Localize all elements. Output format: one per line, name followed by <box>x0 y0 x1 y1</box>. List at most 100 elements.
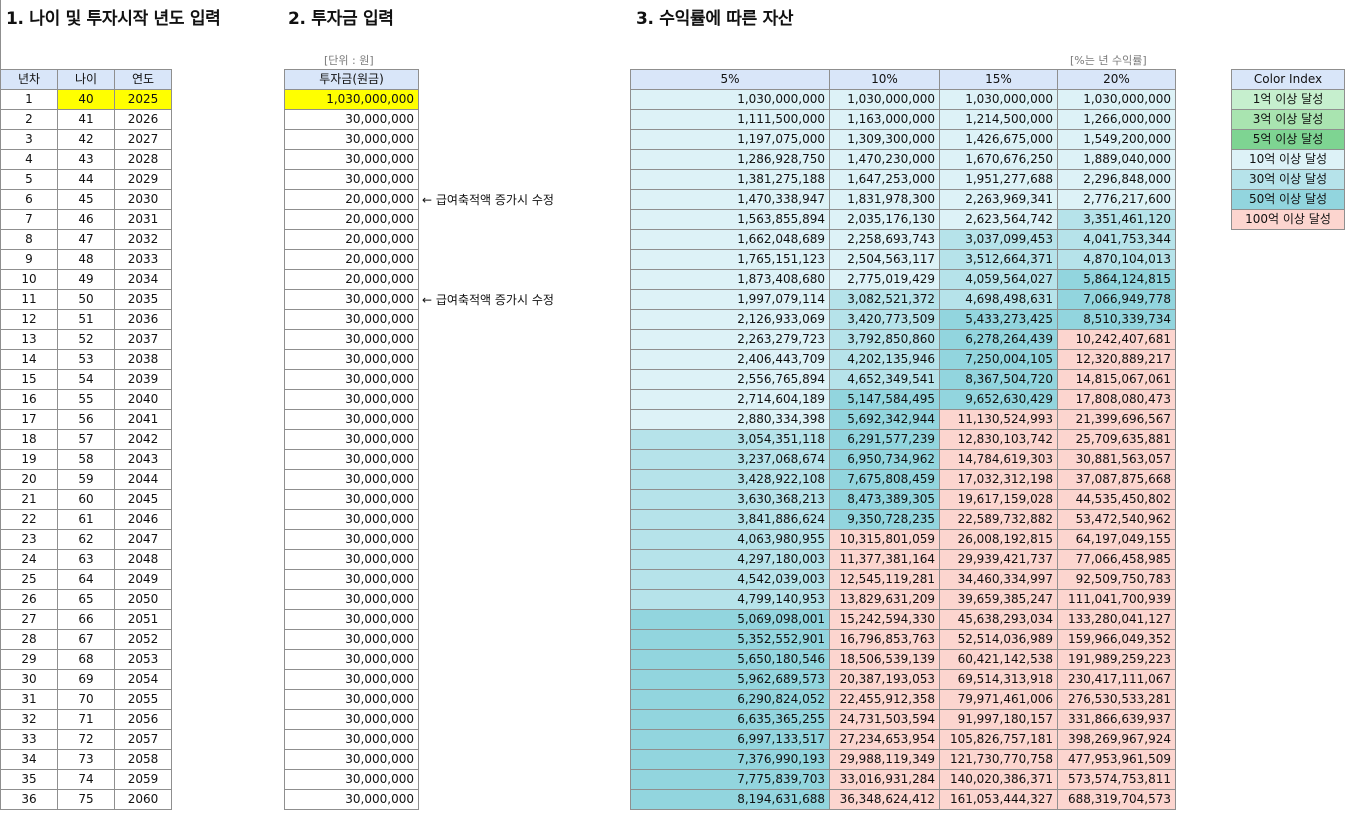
asset-cell-5[interactable]: 1,997,079,114 <box>630 289 830 310</box>
asset-cell-10[interactable]: 1,030,000,000 <box>829 89 940 110</box>
principal-cell[interactable]: 30,000,000 <box>284 309 419 330</box>
age-cell[interactable]: 58 <box>57 449 115 470</box>
asset-cell-10[interactable]: 2,258,693,743 <box>829 229 940 250</box>
asset-cell-15[interactable]: 3,512,664,371 <box>939 249 1058 270</box>
asset-cell-15[interactable]: 1,951,277,688 <box>939 169 1058 190</box>
principal-cell[interactable]: 20,000,000 <box>284 269 419 290</box>
asset-cell-10[interactable]: 24,731,503,594 <box>829 709 940 730</box>
principal-cell[interactable]: 30,000,000 <box>284 469 419 490</box>
age-cell[interactable]: 42 <box>57 129 115 150</box>
principal-cell[interactable]: 30,000,000 <box>284 149 419 170</box>
year-index-cell[interactable]: 15 <box>0 369 58 390</box>
asset-cell-10[interactable]: 13,829,631,209 <box>829 589 940 610</box>
asset-cell-15[interactable]: 105,826,757,181 <box>939 729 1058 750</box>
principal-cell[interactable]: 30,000,000 <box>284 549 419 570</box>
year-index-cell[interactable]: 34 <box>0 749 58 770</box>
year-index-cell[interactable]: 5 <box>0 169 58 190</box>
asset-cell-15[interactable]: 1,030,000,000 <box>939 89 1058 110</box>
asset-cell-10[interactable]: 3,420,773,509 <box>829 309 940 330</box>
asset-cell-20[interactable]: 44,535,450,802 <box>1057 489 1176 510</box>
year-index-cell[interactable]: 36 <box>0 789 58 810</box>
year-index-cell[interactable]: 20 <box>0 469 58 490</box>
principal-cell[interactable]: 30,000,000 <box>284 609 419 630</box>
asset-cell-15[interactable]: 12,830,103,742 <box>939 429 1058 450</box>
age-cell[interactable]: 67 <box>57 629 115 650</box>
age-cell[interactable]: 62 <box>57 529 115 550</box>
asset-cell-15[interactable]: 34,460,334,997 <box>939 569 1058 590</box>
age-cell[interactable]: 52 <box>57 329 115 350</box>
year-cell[interactable]: 2042 <box>114 429 172 450</box>
year-cell[interactable]: 2053 <box>114 649 172 670</box>
age-cell[interactable]: 66 <box>57 609 115 630</box>
principal-cell[interactable]: 30,000,000 <box>284 709 419 730</box>
principal-cell[interactable]: 30,000,000 <box>284 569 419 590</box>
principal-cell[interactable]: 30,000,000 <box>284 389 419 410</box>
principal-cell[interactable]: 20,000,000 <box>284 189 419 210</box>
principal-cell[interactable]: 20,000,000 <box>284 249 419 270</box>
year-cell[interactable]: 2033 <box>114 249 172 270</box>
asset-cell-5[interactable]: 6,635,365,255 <box>630 709 830 730</box>
asset-cell-5[interactable]: 2,556,765,894 <box>630 369 830 390</box>
asset-cell-20[interactable]: 37,087,875,668 <box>1057 469 1176 490</box>
year-index-cell[interactable]: 32 <box>0 709 58 730</box>
asset-cell-10[interactable]: 4,652,349,541 <box>829 369 940 390</box>
age-cell[interactable]: 74 <box>57 769 115 790</box>
year-index-cell[interactable]: 17 <box>0 409 58 430</box>
age-cell[interactable]: 41 <box>57 109 115 130</box>
asset-cell-15[interactable]: 39,659,385,247 <box>939 589 1058 610</box>
age-cell[interactable]: 55 <box>57 389 115 410</box>
asset-cell-10[interactable]: 22,455,912,358 <box>829 689 940 710</box>
asset-cell-10[interactable]: 1,647,253,000 <box>829 169 940 190</box>
asset-cell-15[interactable]: 4,059,564,027 <box>939 269 1058 290</box>
principal-cell[interactable]: 30,000,000 <box>284 729 419 750</box>
asset-cell-10[interactable]: 3,792,850,860 <box>829 329 940 350</box>
asset-cell-15[interactable]: 52,514,036,989 <box>939 629 1058 650</box>
year-cell[interactable]: 2059 <box>114 769 172 790</box>
principal-cell[interactable]: 30,000,000 <box>284 749 419 770</box>
age-cell[interactable]: 69 <box>57 669 115 690</box>
age-cell[interactable]: 72 <box>57 729 115 750</box>
asset-cell-5[interactable]: 7,376,990,193 <box>630 749 830 770</box>
year-cell[interactable]: 2054 <box>114 669 172 690</box>
year-cell[interactable]: 2045 <box>114 489 172 510</box>
year-cell[interactable]: 2051 <box>114 609 172 630</box>
asset-cell-15[interactable]: 7,250,004,105 <box>939 349 1058 370</box>
principal-cell[interactable]: 30,000,000 <box>284 109 419 130</box>
asset-cell-15[interactable]: 2,263,969,341 <box>939 189 1058 210</box>
year-index-cell[interactable]: 6 <box>0 189 58 210</box>
principal-cell[interactable]: 30,000,000 <box>284 629 419 650</box>
asset-cell-10[interactable]: 2,775,019,429 <box>829 269 940 290</box>
asset-cell-20[interactable]: 21,399,696,567 <box>1057 409 1176 430</box>
asset-cell-10[interactable]: 8,473,389,305 <box>829 489 940 510</box>
asset-cell-20[interactable]: 2,296,848,000 <box>1057 169 1176 190</box>
asset-cell-20[interactable]: 3,351,461,120 <box>1057 209 1176 230</box>
year-cell[interactable]: 2032 <box>114 229 172 250</box>
age-cell[interactable]: 75 <box>57 789 115 810</box>
principal-cell[interactable]: 20,000,000 <box>284 209 419 230</box>
asset-cell-5[interactable]: 5,352,552,901 <box>630 629 830 650</box>
asset-cell-20[interactable]: 276,530,533,281 <box>1057 689 1176 710</box>
year-index-cell[interactable]: 1 <box>0 89 58 110</box>
principal-cell[interactable]: 30,000,000 <box>284 169 419 190</box>
asset-cell-20[interactable]: 5,864,124,815 <box>1057 269 1176 290</box>
year-index-cell[interactable]: 3 <box>0 129 58 150</box>
asset-cell-10[interactable]: 6,950,734,962 <box>829 449 940 470</box>
asset-cell-5[interactable]: 4,297,180,003 <box>630 549 830 570</box>
principal-cell[interactable]: 30,000,000 <box>284 689 419 710</box>
asset-cell-5[interactable]: 1,381,275,188 <box>630 169 830 190</box>
principal-cell[interactable]: 30,000,000 <box>284 369 419 390</box>
year-cell[interactable]: 2029 <box>114 169 172 190</box>
asset-cell-10[interactable]: 12,545,119,281 <box>829 569 940 590</box>
asset-cell-15[interactable]: 45,638,293,034 <box>939 609 1058 630</box>
asset-cell-5[interactable]: 8,194,631,688 <box>630 789 830 810</box>
year-cell[interactable]: 2046 <box>114 509 172 530</box>
asset-cell-5[interactable]: 2,126,933,069 <box>630 309 830 330</box>
asset-cell-5[interactable]: 1,286,928,750 <box>630 149 830 170</box>
asset-cell-5[interactable]: 1,197,075,000 <box>630 129 830 150</box>
year-index-cell[interactable]: 4 <box>0 149 58 170</box>
year-index-cell[interactable]: 8 <box>0 229 58 250</box>
year-cell[interactable]: 2056 <box>114 709 172 730</box>
principal-cell[interactable]: 30,000,000 <box>284 769 419 790</box>
principal-cell[interactable]: 20,000,000 <box>284 229 419 250</box>
asset-cell-20[interactable]: 133,280,041,127 <box>1057 609 1176 630</box>
